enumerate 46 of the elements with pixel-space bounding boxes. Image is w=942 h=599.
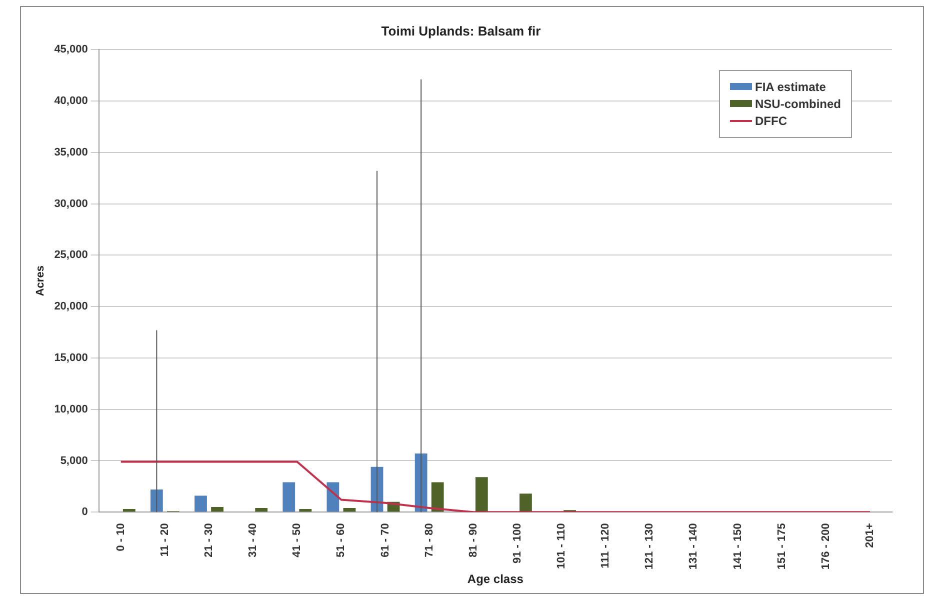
- x-tick-label: 201+: [864, 523, 876, 548]
- x-tick-label: 11 - 20: [158, 523, 171, 557]
- y-axis-title: Acres: [34, 266, 47, 296]
- y-tick-label: 0: [82, 506, 88, 518]
- x-tick-label: 31 - 40: [247, 523, 260, 558]
- y-tick-label: 10,000: [54, 403, 88, 416]
- x-tick-label: 71 - 80: [423, 523, 436, 558]
- y-tick-label: 5,000: [60, 454, 88, 467]
- bar: [475, 477, 488, 512]
- x-tick-label: 41 - 50: [291, 523, 304, 558]
- bar: [122, 509, 136, 512]
- bar: [431, 482, 444, 512]
- y-tick-label: 35,000: [54, 146, 88, 158]
- bar: [326, 482, 340, 512]
- bar: [211, 506, 224, 512]
- x-tick-label: 0 - 10: [114, 523, 127, 552]
- chart-title: Toimi Uplands: Balsam fir: [381, 23, 541, 38]
- x-tick-label: 111 - 120: [600, 523, 612, 568]
- x-axis-title: Age class: [467, 572, 524, 586]
- y-tick-label: 45,000: [54, 44, 88, 56]
- y-tick-label: 40,000: [54, 95, 88, 108]
- x-tick-label: 131 - 140: [688, 523, 700, 570]
- x-tick-label: 141 - 150: [732, 523, 744, 570]
- bar: [343, 508, 356, 512]
- x-tick-label: 121 - 130: [644, 523, 656, 570]
- bar: [520, 494, 532, 512]
- x-tick-label: 101 - 110: [556, 523, 568, 569]
- y-tick-label: 20,000: [54, 300, 88, 313]
- legend-label: NSU-combined: [755, 96, 842, 111]
- legend-label: FIA estimate: [755, 80, 826, 94]
- bar: [255, 508, 268, 512]
- x-tick-label: 61 - 70: [379, 523, 392, 558]
- bar: [150, 490, 163, 512]
- bar: [194, 496, 207, 512]
- x-tick-label: 21 - 30: [203, 523, 216, 558]
- x-tick-label: 81 - 90: [467, 523, 480, 558]
- x-tick-label: 91 - 100: [511, 523, 524, 564]
- x-tick-label: 151 - 175: [776, 523, 788, 570]
- y-tick-label: 30,000: [54, 198, 88, 210]
- bar: [282, 482, 296, 512]
- y-tick-label: 15,000: [54, 352, 88, 364]
- x-tick-label: 176 - 200: [820, 523, 832, 570]
- y-tick-label: 25,000: [54, 249, 88, 262]
- x-tick-label: 51 - 60: [335, 523, 348, 558]
- bar: [299, 509, 312, 512]
- legend-label: DFFC: [755, 114, 787, 128]
